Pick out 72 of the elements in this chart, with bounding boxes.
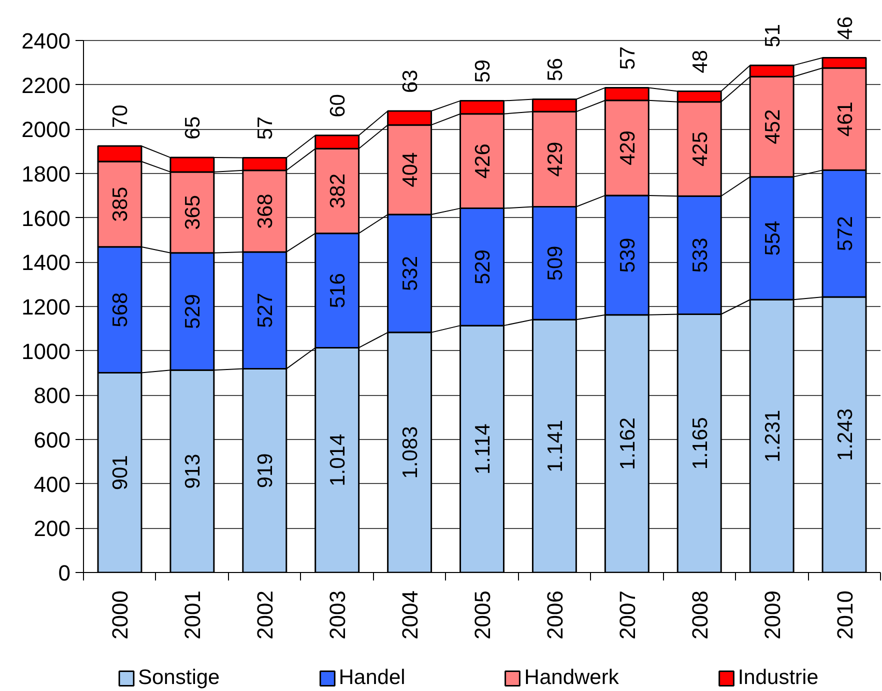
data-label: 56 bbox=[544, 58, 567, 82]
y-tick-label: 800 bbox=[34, 383, 71, 408]
data-label: 527 bbox=[254, 292, 278, 328]
data-label: 368 bbox=[254, 194, 278, 229]
data-label: 516 bbox=[326, 273, 350, 308]
y-tick-label: 1600 bbox=[22, 206, 71, 231]
x-tick-label: 2007 bbox=[614, 590, 640, 640]
data-label: 60 bbox=[326, 94, 350, 118]
x-tick-label: 2002 bbox=[252, 590, 278, 640]
data-label: 539 bbox=[616, 238, 640, 273]
x-tick-label: 2004 bbox=[398, 590, 423, 640]
data-label: 529 bbox=[472, 249, 494, 284]
data-label: 1.083 bbox=[399, 426, 422, 479]
data-label: 382 bbox=[326, 173, 350, 209]
y-tick-label: 2200 bbox=[22, 72, 71, 98]
x-tick-label: 2008 bbox=[687, 590, 712, 640]
data-label: 429 bbox=[616, 130, 640, 166]
data-label: 46 bbox=[834, 16, 857, 40]
data-label: 913 bbox=[182, 454, 205, 489]
legend-label: Handel bbox=[338, 666, 406, 690]
data-label: 1.162 bbox=[616, 417, 640, 470]
x-tick-label: 2000 bbox=[108, 590, 133, 640]
data-label: 509 bbox=[544, 246, 567, 281]
y-tick-label: 2000 bbox=[22, 117, 71, 142]
data-label: 533 bbox=[688, 238, 712, 273]
data-label: 1.231 bbox=[761, 410, 784, 462]
data-label: 901 bbox=[109, 455, 132, 490]
legend-label: Sonstige bbox=[138, 666, 220, 690]
data-label: 426 bbox=[472, 144, 494, 179]
x-tick-label: 2009 bbox=[760, 590, 785, 640]
data-label: 70 bbox=[109, 104, 132, 128]
y-tick-label: 400 bbox=[34, 472, 71, 497]
data-label: 65 bbox=[182, 116, 205, 140]
data-label: 51 bbox=[761, 24, 784, 48]
data-label: 57 bbox=[254, 116, 278, 140]
data-label: 568 bbox=[109, 292, 132, 328]
data-label: 461 bbox=[834, 102, 857, 137]
data-label: 452 bbox=[761, 109, 784, 144]
y-tick-label: 1200 bbox=[22, 294, 71, 320]
data-label: 63 bbox=[399, 70, 422, 93]
data-label: 365 bbox=[182, 194, 205, 230]
x-tick-label: 2003 bbox=[325, 590, 350, 640]
data-label: 57 bbox=[616, 46, 640, 70]
data-label: 425 bbox=[688, 131, 712, 167]
data-label: 529 bbox=[182, 294, 205, 330]
x-tick-label: 2001 bbox=[180, 590, 206, 640]
data-label: 919 bbox=[254, 453, 278, 488]
y-tick-label: 1000 bbox=[22, 338, 71, 364]
data-label: 1.243 bbox=[834, 408, 857, 462]
data-label: 1.165 bbox=[688, 417, 712, 470]
legend-label: Industrie bbox=[738, 666, 818, 690]
data-label: 1.014 bbox=[326, 434, 350, 486]
x-tick-label: 2005 bbox=[470, 590, 495, 640]
data-label: 48 bbox=[688, 50, 712, 74]
y-tick-label: 200 bbox=[34, 516, 71, 542]
data-label: 1.141 bbox=[544, 420, 567, 472]
y-tick-label: 2400 bbox=[22, 28, 71, 54]
data-label: 572 bbox=[834, 216, 857, 252]
y-tick-label: 0 bbox=[58, 560, 71, 586]
x-tick-label: 2010 bbox=[832, 590, 858, 640]
data-label: 385 bbox=[109, 186, 132, 222]
legend-label: Handwerk bbox=[524, 666, 619, 690]
y-tick-label: 1800 bbox=[22, 162, 71, 186]
y-tick-label: 1400 bbox=[22, 250, 71, 276]
data-label: 532 bbox=[399, 256, 422, 291]
data-label: 554 bbox=[761, 220, 784, 256]
y-tick-label: 600 bbox=[34, 428, 71, 452]
data-label: 59 bbox=[472, 59, 494, 83]
x-tick-label: 2006 bbox=[542, 590, 568, 640]
data-label: 1.114 bbox=[472, 423, 494, 475]
data-label: 429 bbox=[544, 142, 567, 177]
data-label: 404 bbox=[399, 152, 422, 188]
